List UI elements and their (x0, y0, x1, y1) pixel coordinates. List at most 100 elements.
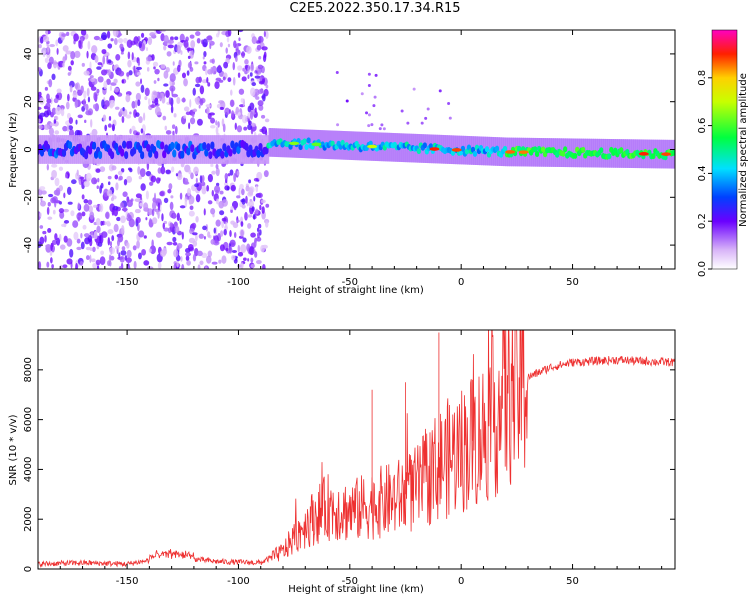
noise-mark (207, 174, 213, 183)
ridge-halo (605, 138, 609, 168)
noise-mark (171, 166, 175, 173)
top-ylabel: Frequency (Hz) (8, 112, 19, 188)
noise-mark (191, 222, 197, 229)
ridge-core (186, 147, 191, 156)
ridge-core (230, 140, 235, 149)
noise-mark (367, 124, 371, 128)
noise-mark (217, 121, 220, 128)
ridge-core (302, 138, 307, 145)
noise-mark (112, 205, 119, 211)
noise-mark (108, 254, 112, 263)
ridge-core (206, 143, 211, 152)
noise-mark (137, 99, 141, 107)
noise-mark (100, 182, 104, 189)
noise-mark (149, 181, 154, 186)
noise-mark (263, 30, 266, 38)
noise-mark (232, 62, 236, 71)
noise-mark (222, 76, 226, 81)
ridge-peak (638, 152, 649, 156)
noise-mark (195, 194, 201, 203)
noise-mark (38, 106, 42, 111)
noise-mark (131, 100, 136, 109)
noise-mark (189, 34, 195, 39)
noise-mark (55, 106, 62, 116)
noise-mark (172, 241, 178, 246)
noise-mark (213, 185, 221, 193)
ridge-core (170, 141, 175, 150)
noise-mark (63, 208, 70, 213)
ridge-halo (581, 138, 584, 168)
ridge-halo (603, 138, 607, 168)
noise-mark (168, 96, 172, 105)
noise-mark (113, 209, 118, 217)
noise-mark (137, 60, 141, 66)
noise-mark (58, 208, 65, 214)
noise-mark (188, 122, 191, 130)
colorbar-tick-label: 0.0 (697, 261, 708, 277)
noise-mark (206, 77, 209, 84)
ridge-halo (517, 137, 520, 167)
colorbar-label: Normalized spectral amplitude (738, 73, 749, 227)
noise-mark (61, 223, 66, 227)
y-tick-label: 40 (23, 48, 34, 61)
noise-mark (226, 186, 230, 191)
noise-mark (192, 108, 198, 113)
noise-mark (147, 98, 151, 106)
noise-mark (194, 97, 200, 103)
noise-mark (211, 58, 215, 64)
noise-mark (81, 105, 86, 112)
noise-mark (196, 37, 201, 44)
noise-mark (167, 188, 172, 194)
noise-mark (223, 228, 227, 236)
noise-mark (62, 264, 68, 269)
y-tick-label: 6000 (23, 407, 34, 432)
noise-mark (365, 111, 369, 115)
noise-mark (207, 200, 213, 205)
noise-mark (85, 172, 92, 182)
noise-mark (190, 39, 196, 49)
noise-mark (215, 219, 221, 227)
noise-mark (91, 45, 98, 54)
noise-mark (123, 206, 127, 213)
noise-mark (186, 187, 192, 197)
noise-mark (89, 254, 92, 263)
noise-mark (132, 245, 137, 251)
ridge-halo (100, 135, 103, 164)
x-tick-label: -150 (116, 277, 139, 288)
noise-mark (176, 173, 183, 181)
noise-mark (69, 248, 74, 258)
noise-mark (207, 250, 213, 258)
ridge-core (124, 151, 129, 160)
ridge-core (67, 141, 73, 150)
ridge-core (176, 143, 181, 152)
noise-mark (63, 192, 66, 199)
noise-mark (84, 119, 87, 124)
noise-mark (199, 260, 204, 266)
noise-mark (171, 81, 176, 86)
ridge-core (651, 153, 656, 160)
noise-mark (188, 169, 192, 175)
noise-mark (236, 219, 240, 223)
ridge-core (540, 146, 546, 153)
noise-mark (261, 46, 268, 51)
ridge-halo (174, 135, 178, 164)
noise-mark (48, 78, 53, 88)
x-tick-label: -50 (342, 576, 358, 587)
noise-mark (159, 191, 165, 197)
ridge-core (671, 149, 675, 156)
noise-mark (69, 85, 73, 93)
x-tick-label: 0 (458, 576, 464, 587)
noise-mark (262, 93, 266, 102)
noise-mark (236, 170, 240, 176)
noise-mark (260, 244, 265, 253)
noise-mark (227, 77, 232, 83)
noise-mark (226, 36, 230, 43)
noise-mark (81, 211, 86, 217)
noise-mark (59, 211, 65, 219)
ridge-core (140, 151, 145, 160)
noise-mark (202, 38, 208, 48)
ridge-core (97, 151, 103, 160)
noise-mark (227, 30, 232, 37)
noise-mark (101, 49, 107, 55)
noise-mark (217, 64, 222, 71)
